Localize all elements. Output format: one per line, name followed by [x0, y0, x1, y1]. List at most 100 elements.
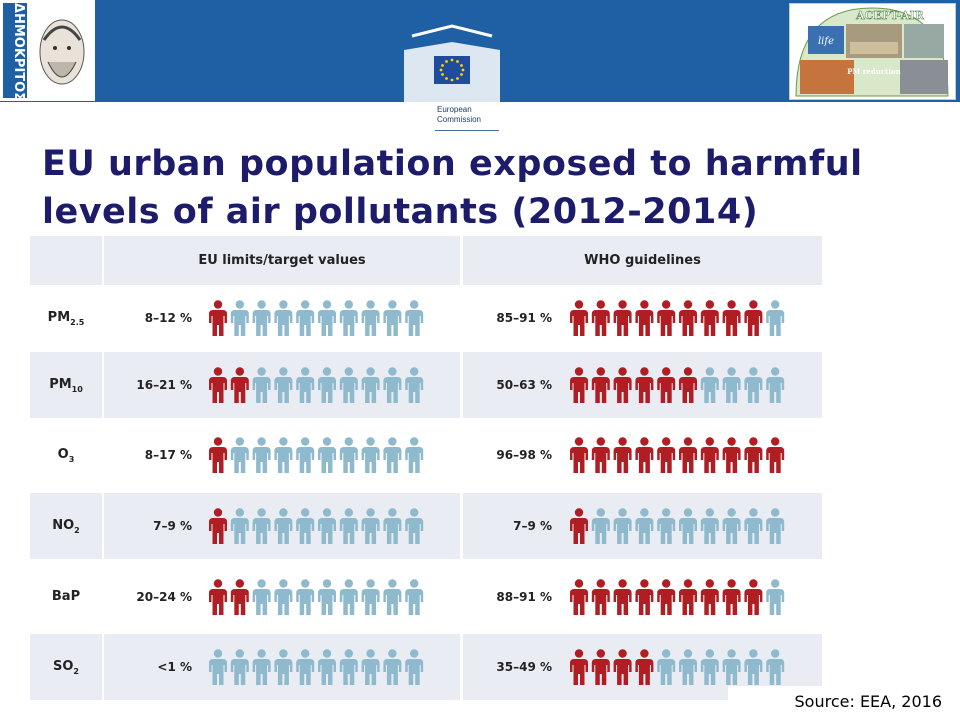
- exposed-person-icon: [230, 367, 249, 403]
- exposed-person-icon: [209, 300, 227, 336]
- ec-label-line1: European: [437, 105, 472, 114]
- exposed-person-icon: [700, 300, 719, 336]
- unexposed-person-icon: [252, 437, 271, 473]
- unexposed-person-icon: [252, 300, 271, 336]
- unexposed-person-icon: [679, 508, 697, 544]
- unexposed-person-icon: [296, 437, 315, 473]
- acept-air-title: ACEPT-AIR: [855, 9, 925, 22]
- header-blank-cell: [30, 236, 102, 285]
- unexposed-person-icon: [744, 649, 763, 685]
- header-eu-label: EU limits/target values: [198, 253, 366, 268]
- who-percentage: 50–63 %: [496, 378, 552, 392]
- who-people-icons: [570, 508, 785, 544]
- exposed-person-icon: [722, 437, 741, 473]
- slide-title: EU urban population exposed to harmful l…: [42, 140, 942, 236]
- eu-people-icons: [209, 300, 424, 336]
- european-commission-logo: [402, 22, 502, 134]
- unexposed-person-icon: [722, 649, 741, 685]
- exposed-person-icon: [700, 579, 719, 615]
- who-percentage: 35–49 %: [496, 660, 552, 674]
- who-people-icons: [570, 437, 785, 473]
- unexposed-person-icon: [383, 437, 402, 473]
- exposed-person-icon: [613, 437, 632, 473]
- unexposed-person-icon: [383, 367, 402, 403]
- exposed-person-icon: [635, 367, 654, 403]
- eu-people-icons: [209, 649, 424, 685]
- who-percentage: 88–91 %: [496, 590, 552, 604]
- who-people-icons: [570, 300, 785, 336]
- row-bg-pollutant: [30, 493, 102, 559]
- slide-title-line1: EU urban population exposed to harmful: [42, 144, 863, 184]
- exposed-person-icon: [613, 300, 632, 336]
- democritus-logo: ΔΗΜΟΚΡΙΤΟΣ: [0, 0, 95, 101]
- exposed-person-icon: [766, 437, 785, 473]
- exposed-person-icon: [570, 508, 588, 544]
- unexposed-person-icon: [209, 649, 227, 685]
- unexposed-person-icon: [405, 437, 424, 473]
- unexposed-person-icon: [591, 508, 610, 544]
- ec-divider: [435, 130, 499, 131]
- exposed-person-icon: [230, 579, 249, 615]
- who-people-icons: [570, 649, 785, 685]
- unexposed-person-icon: [339, 300, 358, 336]
- exposed-person-icon: [209, 437, 227, 473]
- who-people-icons: [570, 579, 785, 615]
- who-percentage: 96–98 %: [496, 448, 552, 462]
- unexposed-person-icon: [766, 300, 785, 336]
- pm-reduction-label: PM reduction: [847, 67, 901, 76]
- unexposed-person-icon: [296, 579, 315, 615]
- exposed-person-icon: [679, 367, 697, 403]
- exposed-person-icon: [570, 367, 588, 403]
- unexposed-person-icon: [700, 649, 719, 685]
- eu-percentage: 7–9 %: [153, 519, 192, 533]
- pollutant-name: NO: [52, 518, 75, 533]
- unexposed-person-icon: [252, 579, 271, 615]
- exposed-person-icon: [679, 300, 697, 336]
- unexposed-person-icon: [339, 579, 358, 615]
- pollutant-label: SO2: [30, 659, 102, 676]
- unexposed-person-icon: [318, 367, 336, 403]
- exposed-person-icon: [209, 579, 227, 615]
- unexposed-person-icon: [405, 367, 424, 403]
- unexposed-person-icon: [383, 649, 402, 685]
- row-bg-pollutant: [30, 634, 102, 700]
- unexposed-person-icon: [274, 300, 293, 336]
- pollutant-name: O: [57, 447, 69, 462]
- eu-percentage: 8–17 %: [144, 448, 192, 462]
- exposed-person-icon: [570, 649, 588, 685]
- unexposed-person-icon: [296, 367, 315, 403]
- exposed-person-icon: [209, 367, 227, 403]
- unexposed-person-icon: [296, 300, 315, 336]
- european-commission-label: European Commission: [437, 105, 481, 125]
- unexposed-person-icon: [383, 300, 402, 336]
- exposed-person-icon: [635, 437, 654, 473]
- eu-percentage: <1 %: [157, 660, 192, 674]
- unexposed-person-icon: [252, 649, 271, 685]
- unexposed-person-icon: [679, 649, 697, 685]
- exposed-person-icon: [679, 579, 697, 615]
- unexposed-person-icon: [296, 649, 315, 685]
- exposed-person-icon: [570, 437, 588, 473]
- exposed-person-icon: [591, 437, 610, 473]
- unexposed-person-icon: [318, 579, 336, 615]
- unexposed-person-icon: [361, 300, 380, 336]
- eu-people-icons: [209, 437, 424, 473]
- eu-percentage: 20–24 %: [136, 590, 192, 604]
- exposed-person-icon: [613, 649, 632, 685]
- unexposed-person-icon: [383, 508, 402, 544]
- pollutant-subscript: 3: [68, 455, 75, 464]
- unexposed-person-icon: [230, 649, 249, 685]
- unexposed-person-icon: [339, 508, 358, 544]
- header-eu-cell: [104, 236, 460, 285]
- unexposed-person-icon: [274, 579, 293, 615]
- unexposed-person-icon: [361, 508, 380, 544]
- unexposed-person-icon: [318, 508, 336, 544]
- pollutant-name: SO: [53, 659, 74, 674]
- unexposed-person-icon: [700, 367, 719, 403]
- pollutant-subscript: 2.5: [70, 318, 85, 327]
- unexposed-person-icon: [318, 300, 336, 336]
- unexposed-person-icon: [766, 367, 785, 403]
- source-note: Source: EEA, 2016: [794, 692, 942, 711]
- exposed-person-icon: [744, 437, 763, 473]
- unexposed-person-icon: [274, 649, 293, 685]
